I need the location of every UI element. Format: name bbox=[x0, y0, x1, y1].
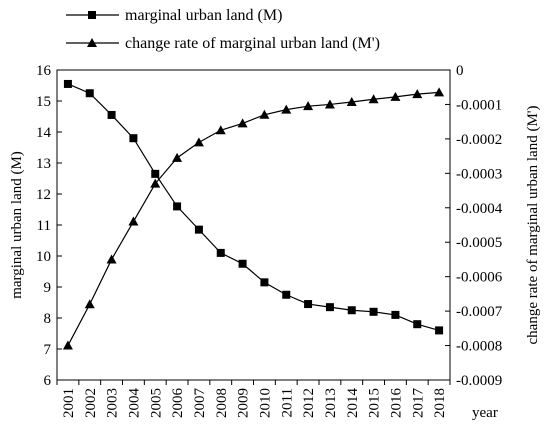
data-point bbox=[304, 300, 313, 309]
x-tick-label: 2017 bbox=[410, 388, 426, 419]
data-point bbox=[260, 278, 269, 287]
data-point bbox=[413, 320, 422, 329]
left-tick-label: 11 bbox=[37, 218, 51, 234]
y-right-axis-label: change rate of marginal urban land (M') bbox=[525, 105, 541, 344]
data-point bbox=[259, 109, 270, 119]
data-point bbox=[324, 99, 335, 109]
x-tick-label: 2009 bbox=[236, 388, 252, 418]
x-tick-label: 2014 bbox=[345, 388, 361, 419]
data-point bbox=[434, 87, 445, 97]
x-tick-label: 2011 bbox=[279, 388, 295, 417]
data-point bbox=[282, 290, 291, 299]
right-tick-label: -0.0008 bbox=[456, 339, 502, 355]
y-left-axis-label: marginal urban land (M) bbox=[9, 151, 25, 299]
x-tick-label: 2001 bbox=[61, 388, 77, 418]
left-tick-label: 16 bbox=[36, 63, 52, 79]
left-tick-label: 9 bbox=[44, 280, 52, 296]
right-axis-ticks: 0 -0.0001 -0.0002 -0.0003 -0.0004 -0.0005 -0.0… bbox=[445, 63, 503, 389]
x-tick-label: 2012 bbox=[301, 388, 317, 418]
right-tick-label: -0.0002 bbox=[456, 132, 502, 148]
left-tick-label: 13 bbox=[36, 156, 51, 172]
legend-square-marker bbox=[88, 11, 96, 19]
data-point bbox=[85, 89, 94, 98]
data-point bbox=[369, 307, 378, 316]
data-point bbox=[84, 299, 95, 309]
right-tick-label: -0.0009 bbox=[456, 373, 502, 389]
data-point bbox=[193, 137, 204, 147]
x-tick-label: 2008 bbox=[214, 388, 230, 418]
data-point bbox=[281, 104, 292, 114]
x-tick-label: 2018 bbox=[432, 388, 448, 418]
left-tick-label: 14 bbox=[36, 125, 52, 141]
data-point bbox=[237, 118, 248, 128]
data-point bbox=[303, 101, 314, 111]
series-m bbox=[63, 79, 444, 335]
right-tick-label: -0.0007 bbox=[456, 304, 503, 320]
data-point bbox=[390, 91, 401, 101]
plot-area bbox=[56, 69, 451, 381]
data-point bbox=[216, 248, 225, 257]
x-tick-label: 2005 bbox=[148, 388, 164, 418]
left-tick-label: 6 bbox=[44, 373, 52, 389]
data-point bbox=[172, 152, 183, 162]
data-point bbox=[63, 79, 72, 88]
data-point bbox=[412, 89, 423, 99]
right-tick-label: -0.0004 bbox=[456, 201, 503, 217]
x-tick-label: 2010 bbox=[257, 388, 273, 418]
data-point bbox=[347, 306, 356, 315]
left-tick-label: 10 bbox=[36, 249, 51, 265]
x-tick-label: 2015 bbox=[367, 388, 383, 418]
x-tick-label: 2013 bbox=[323, 388, 339, 418]
x-tick-label: 2016 bbox=[388, 388, 404, 419]
left-tick-label: 8 bbox=[44, 311, 52, 327]
right-tick-label: -0.0006 bbox=[456, 270, 503, 286]
x-tick-label: 2007 bbox=[192, 388, 208, 419]
legend: marginal urban land (M) change rate of m… bbox=[66, 7, 380, 52]
data-point bbox=[391, 310, 400, 319]
data-point bbox=[150, 178, 161, 188]
data-point bbox=[368, 94, 379, 104]
data-point bbox=[194, 225, 203, 234]
data-point bbox=[346, 97, 357, 107]
data-point bbox=[106, 254, 117, 264]
x-tick-label: 2006 bbox=[170, 388, 186, 419]
left-axis-ticks: 6 7 8 9 10 11 12 13 14 15 16 bbox=[36, 63, 62, 389]
x-axis-label: year bbox=[472, 405, 498, 421]
series-layer bbox=[62, 79, 445, 350]
right-tick-label: -0.0001 bbox=[456, 97, 502, 113]
series-mprime bbox=[62, 87, 445, 350]
data-point bbox=[173, 202, 182, 211]
data-point bbox=[238, 259, 247, 268]
data-point bbox=[107, 110, 116, 119]
x-tick-label: 2002 bbox=[83, 388, 99, 418]
x-tick-label: 2004 bbox=[126, 388, 142, 419]
series-line bbox=[67, 91, 440, 346]
left-tick-label: 7 bbox=[44, 342, 52, 358]
data-point bbox=[151, 169, 160, 178]
x-axis-ticks: 2001 2002 2003 2004 2005 2006 2007 2008 2009 2010… bbox=[56, 380, 451, 419]
series-line bbox=[67, 83, 440, 331]
data-point bbox=[62, 340, 73, 350]
left-tick-label: 12 bbox=[36, 187, 51, 203]
data-point bbox=[128, 216, 139, 226]
right-tick-label: -0.0005 bbox=[456, 235, 502, 251]
right-tick-label: 0 bbox=[456, 63, 464, 79]
legend-label-m: marginal urban land (M) bbox=[125, 7, 282, 24]
data-point bbox=[435, 326, 444, 335]
left-tick-label: 15 bbox=[36, 94, 51, 110]
legend-entry-mprime: change rate of marginal urban land (M') bbox=[66, 35, 380, 52]
right-tick-label: -0.0003 bbox=[456, 166, 502, 182]
legend-label-mprime: change rate of marginal urban land (M') bbox=[125, 35, 380, 52]
legend-triangle-marker bbox=[87, 38, 97, 47]
x-tick-label: 2003 bbox=[105, 388, 121, 418]
data-point bbox=[325, 303, 334, 312]
data-point bbox=[215, 125, 226, 135]
data-point bbox=[129, 134, 138, 143]
legend-entry-m: marginal urban land (M) bbox=[66, 7, 282, 24]
